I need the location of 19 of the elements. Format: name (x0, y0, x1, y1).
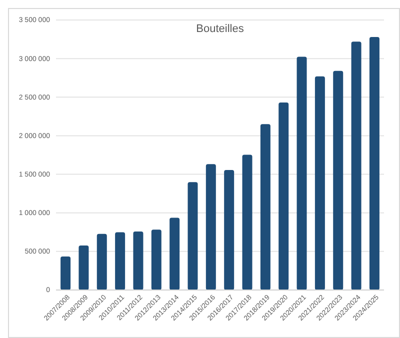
bar (188, 182, 198, 290)
bar (296, 56, 307, 290)
bar (60, 256, 71, 290)
bar (78, 245, 89, 290)
bar (369, 36, 380, 290)
bar (206, 164, 216, 290)
bar (133, 232, 144, 290)
bar (333, 70, 344, 290)
bar (224, 170, 234, 290)
chart-title: Bouteilles (196, 23, 244, 35)
bar (96, 234, 107, 290)
bar (170, 218, 180, 290)
bar (260, 124, 270, 290)
bar (151, 230, 162, 290)
bar (351, 42, 362, 290)
bar (278, 102, 289, 290)
bar (314, 76, 325, 290)
bar (115, 232, 126, 290)
bar (242, 154, 252, 290)
